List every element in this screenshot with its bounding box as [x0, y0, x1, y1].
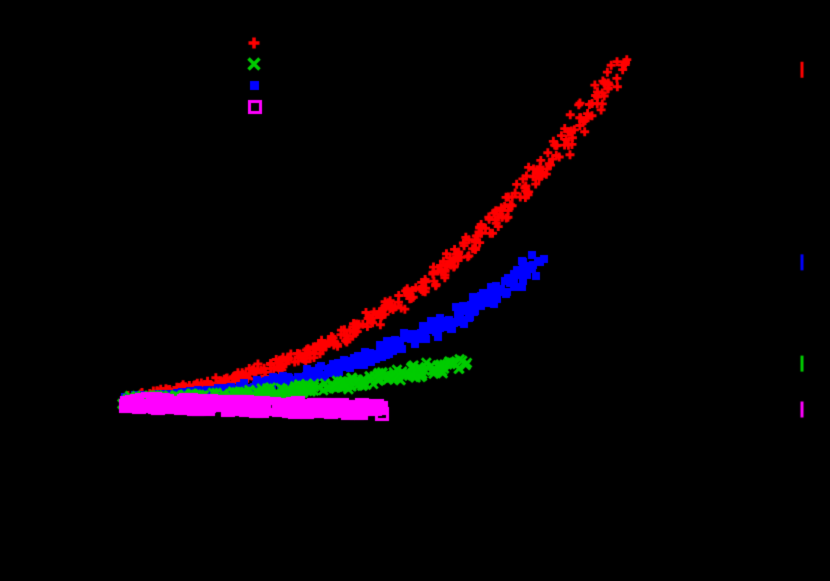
- scatter-plot-canvas: [0, 0, 830, 581]
- chart-root: [0, 0, 830, 581]
